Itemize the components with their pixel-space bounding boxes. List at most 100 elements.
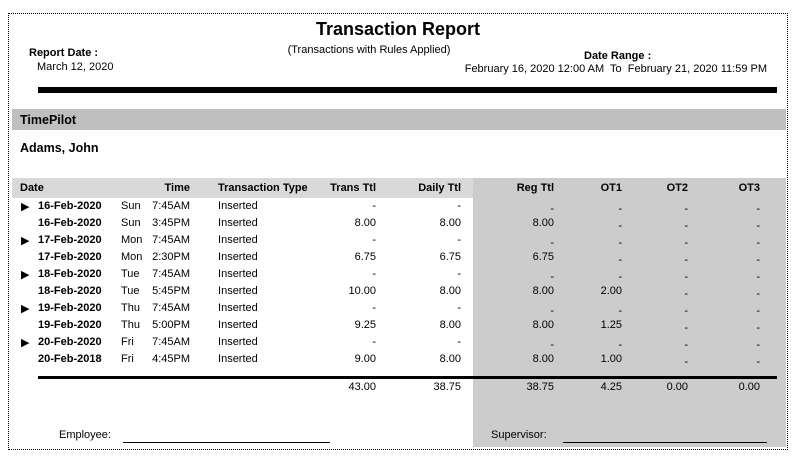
time-cell: 3:45PM (152, 217, 191, 229)
daily-ttl-cell: - (457, 234, 462, 246)
company-name: TimePilot (20, 113, 77, 127)
date-cell: 19-Feb-2020 (38, 319, 102, 331)
time-cell: 7:45AM (152, 234, 191, 246)
time-cell: 7:45AM (152, 336, 191, 348)
table-row: 16-Feb-2020 Sun 3:45PM Inserted 8.00 8.0… (12, 215, 786, 232)
daily-ttl-cell: 8.00 (439, 217, 462, 229)
trans-ttl-cell: 10.00 (348, 285, 377, 297)
daily-ttl-cell: 8.00 (439, 319, 462, 331)
day-start-marker-icon: ▶ (21, 200, 30, 213)
type-cell: Inserted (218, 217, 258, 229)
day-cell: Mon (121, 251, 143, 263)
time-cell: 4:45PM (152, 353, 191, 365)
trans-ttl-cell: 9.00 (354, 353, 377, 365)
spacer-cell (762, 232, 786, 249)
day-start-marker-icon (12, 351, 38, 368)
table-row: ▶ 20-Feb-2020 Fri 7:45AM Inserted - - - … (12, 334, 786, 351)
spacer-cell (762, 283, 786, 300)
column-header-ot2: OT2 (666, 182, 689, 194)
table-header-band (12, 178, 473, 198)
ot3-cell: - (756, 339, 761, 351)
date-cell: 20-Feb-2020 (38, 336, 102, 348)
day-start-marker-icon: ▶ (21, 234, 30, 247)
trans-ttl-cell: - (372, 336, 377, 348)
type-cell: Inserted (218, 234, 258, 246)
ot1-cell: 2.00 (600, 285, 623, 297)
spacer-cell (192, 351, 218, 368)
day-start-marker-icon: ▶ (21, 268, 30, 281)
table-row: ▶ 19-Feb-2020 Thu 7:45AM Inserted - - - … (12, 300, 786, 317)
reg-ttl-cell: - (550, 203, 555, 215)
column-header-date: Date (20, 182, 44, 194)
column-header-trans-ttl: Trans Ttl (330, 182, 377, 194)
date-cell: 20-Feb-2018 (38, 353, 102, 365)
column-header-transaction-type: Transaction Type (218, 182, 308, 194)
spacer-cell (762, 334, 786, 351)
total-daily-ttl: 38.75 (433, 381, 461, 393)
page-title: Transaction Report (315, 19, 481, 39)
trans-ttl-cell: - (372, 302, 377, 314)
ot2-cell: - (684, 220, 689, 232)
date-range-label: Date Range : (584, 50, 652, 62)
spacer-cell (192, 249, 218, 266)
reg-ttl-cell: - (550, 237, 555, 249)
daily-ttl-cell: - (457, 200, 462, 212)
supervisor-signature-label: Supervisor: (491, 429, 547, 441)
type-cell: Inserted (218, 285, 258, 297)
ot3-cell: - (756, 305, 761, 317)
trans-ttl-cell: 9.25 (354, 319, 377, 331)
reg-ttl-cell: 8.00 (532, 353, 555, 365)
spacer-cell (192, 215, 218, 232)
table-row: ▶ 17-Feb-2020 Mon 7:45AM Inserted - - - … (12, 232, 786, 249)
ot2-cell: - (684, 356, 689, 368)
ot1-cell: 1.25 (600, 319, 623, 331)
time-cell: 7:45AM (152, 200, 191, 212)
spacer-cell (762, 198, 786, 215)
total-ot3: 0.00 (738, 381, 760, 393)
ot2-cell: - (684, 305, 689, 317)
time-cell: 7:45AM (152, 268, 191, 280)
table-row: 18-Feb-2020 Tue 5:45PM Inserted 10.00 8.… (12, 283, 786, 300)
table-row: 20-Feb-2018 Fri 4:45PM Inserted 9.00 8.0… (12, 351, 786, 368)
spacer-cell (192, 198, 218, 215)
date-cell: 16-Feb-2020 (38, 200, 102, 212)
day-start-marker-icon: ▶ (21, 336, 30, 349)
spacer-cell (762, 249, 786, 266)
ot1-cell: - (618, 237, 623, 249)
trans-ttl-cell: - (372, 200, 377, 212)
trans-ttl-cell: - (372, 234, 377, 246)
overtime-highlight-panel (473, 178, 786, 447)
spacer-cell (192, 283, 218, 300)
spacer-cell (192, 300, 218, 317)
ot3-cell: - (756, 237, 761, 249)
spacer-cell (762, 300, 786, 317)
reg-ttl-cell: - (550, 339, 555, 351)
ot3-cell: - (756, 203, 761, 215)
total-ot2: 0.00 (666, 381, 688, 393)
ot1-cell: - (618, 271, 623, 283)
daily-ttl-cell: - (457, 268, 462, 280)
type-cell: Inserted (218, 200, 258, 212)
employee-signature-label: Employee: (59, 429, 111, 441)
reg-ttl-cell: 8.00 (532, 319, 555, 331)
ot1-cell: - (618, 203, 623, 215)
daily-ttl-cell: 8.00 (439, 285, 462, 297)
spacer-cell (192, 266, 218, 283)
ot2-cell: - (684, 254, 689, 266)
header-separator-bar (38, 87, 777, 93)
trans-ttl-cell: - (372, 268, 377, 280)
supervisor-signature-line (563, 429, 767, 443)
time-cell: 5:45PM (152, 285, 191, 297)
report-date-value: March 12, 2020 (37, 61, 114, 73)
reg-ttl-cell: 8.00 (532, 285, 555, 297)
day-start-marker-icon: ▶ (21, 302, 30, 315)
day-start-marker-icon (12, 215, 38, 232)
ot1-cell: - (618, 339, 623, 351)
ot2-cell: - (684, 203, 689, 215)
ot2-cell: - (684, 339, 689, 351)
company-band: TimePilot (12, 109, 786, 130)
page-dotted-border (8, 13, 788, 450)
day-start-marker-icon (12, 283, 38, 300)
time-cell: 7:45AM (152, 302, 191, 314)
